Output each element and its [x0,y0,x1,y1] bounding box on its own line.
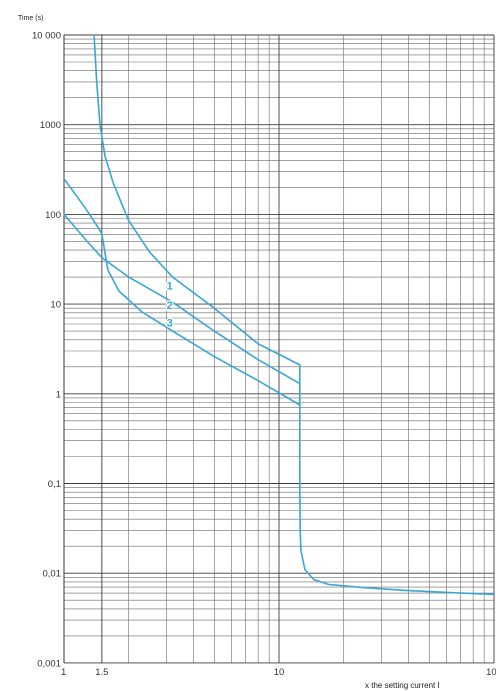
curve-instantaneous [299,364,495,596]
y-tick-label: 0,01 [43,569,62,580]
curve-labels: 1 2 3 [165,279,174,331]
x-tick-label: 1 [61,667,66,678]
x-tick-label: 1.5 [95,667,108,678]
y-tick-label: 0,1 [48,479,61,490]
curve-2 [63,213,301,385]
y-tick-label: 100 [45,210,61,221]
curve-label-2: 2 [167,300,173,312]
curve-3 [63,177,301,406]
curve-label-1: 1 [167,281,173,293]
y-tick-label: 0,001 [37,658,61,669]
y-tick-labels: 10 000 1000 100 10 1 0,1 0,01 0,001 [32,31,61,670]
curve-1 [93,34,301,366]
x-tick-label: 10 [274,667,285,678]
y-tick-label: 10 [50,300,61,311]
x-axis-title: x the setting current I [365,681,440,690]
y-tick-label: 1000 [40,120,61,131]
y-tick-label: 10 000 [32,31,61,42]
curves [63,34,495,596]
y-tick-label: 1 [56,389,61,400]
y-axis-title: Time (s) [18,15,43,22]
x-tick-label: 100 [486,667,496,678]
x-tick-labels: 1 1.5 10 100 [61,667,496,678]
plot-grid [63,34,495,664]
curve-label-3: 3 [167,318,173,330]
